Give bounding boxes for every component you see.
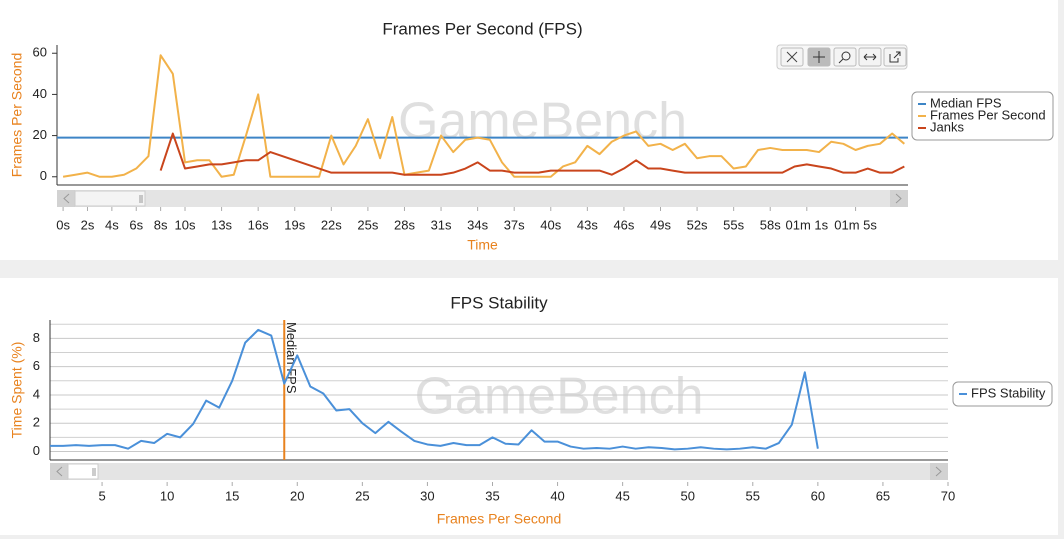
x-tick-label: 8s — [154, 217, 168, 232]
x-tick-label: 5 — [98, 488, 105, 503]
y-tick-label: 6 — [33, 358, 40, 373]
series-line — [159, 132, 905, 176]
y-tick-label: 60 — [33, 45, 47, 60]
x-tick-label: 55s — [723, 217, 744, 232]
legend-frame — [911, 91, 1054, 141]
y-axis-label: Time Spent (%) — [9, 342, 25, 439]
series-line — [62, 54, 905, 178]
x-tick-label: 35 — [485, 488, 499, 503]
x-tick-label: 55 — [746, 488, 760, 503]
zoom-fit-button[interactable] — [780, 47, 804, 67]
x-tick-label: 34s — [467, 217, 488, 232]
x-tick-label: 28s — [394, 217, 415, 232]
stability-navigator[interactable] — [50, 463, 948, 480]
y-tick-label: 8 — [33, 330, 40, 345]
x-tick-label: 22s — [321, 217, 342, 232]
watermark: GameBench — [414, 368, 703, 426]
legend-label: Frames Per Second — [930, 107, 1046, 122]
x-tick-label: 31s — [431, 217, 452, 232]
x-tick-label: 49s — [650, 217, 671, 232]
x-tick-label: 60 — [811, 488, 825, 503]
x-tick-label: 6s — [129, 217, 143, 232]
x-tick-label: 58s — [760, 217, 781, 232]
stability-panel — [0, 278, 1058, 535]
chart-title: FPS Stability — [450, 293, 548, 312]
reset-button[interactable] — [858, 47, 882, 67]
x-tick-label: 16s — [248, 217, 269, 232]
x-tick-label: 65 — [876, 488, 890, 503]
x-tick-label: 40s — [540, 217, 561, 232]
chart-title: Frames Per Second (FPS) — [382, 19, 582, 38]
y-tick-label: 4 — [33, 386, 40, 401]
x-axis-label: Time — [467, 237, 498, 253]
legend-label: Janks — [930, 119, 964, 134]
fps-navigator[interactable] — [57, 190, 908, 207]
x-tick-label: 37s — [504, 217, 525, 232]
x-tick-label: 45 — [615, 488, 629, 503]
x-tick-label: 01m 1s — [785, 217, 828, 232]
x-tick-label: 15 — [225, 488, 239, 503]
y-tick-label: 20 — [33, 127, 47, 142]
toolbar — [776, 44, 908, 70]
export-button[interactable] — [883, 47, 907, 67]
x-tick-label: 10 — [160, 488, 174, 503]
zoom-button[interactable] — [833, 47, 857, 67]
x-tick-label: 10s — [175, 217, 196, 232]
x-tick-label: 19s — [284, 217, 305, 232]
y-tick-label: 0 — [40, 168, 47, 183]
x-tick-label: 2s — [81, 217, 95, 232]
pan-button[interactable] — [807, 47, 831, 67]
fps-panel — [0, 0, 1058, 260]
series-line — [50, 328, 819, 451]
x-tick-label: 4s — [105, 217, 119, 232]
x-tick-label: 01m 5s — [834, 217, 877, 232]
y-tick-label: 40 — [33, 86, 47, 101]
legend-frame — [952, 381, 1053, 407]
x-axis-label: Frames Per Second — [437, 511, 562, 527]
x-tick-label: 50 — [680, 488, 694, 503]
legend-label: FPS Stability — [971, 385, 1046, 400]
x-tick-label: 25 — [355, 488, 369, 503]
x-tick-label: 25s — [357, 217, 378, 232]
x-tick-label: 40 — [550, 488, 564, 503]
x-tick-label: 52s — [687, 217, 708, 232]
watermark: GameBench — [398, 93, 687, 151]
x-tick-label: 70 — [941, 488, 955, 503]
x-tick-label: 20 — [290, 488, 304, 503]
x-tick-label: 13s — [211, 217, 232, 232]
x-tick-label: 43s — [577, 217, 598, 232]
y-axis-label: Frames Per Second — [9, 53, 25, 178]
y-tick-label: 2 — [33, 415, 40, 430]
y-tick-label: 0 — [33, 443, 40, 458]
legend-label: Median FPS — [930, 95, 1002, 110]
x-tick-label: 0s — [56, 217, 70, 232]
x-tick-label: 30 — [420, 488, 434, 503]
x-tick-label: 46s — [613, 217, 634, 232]
